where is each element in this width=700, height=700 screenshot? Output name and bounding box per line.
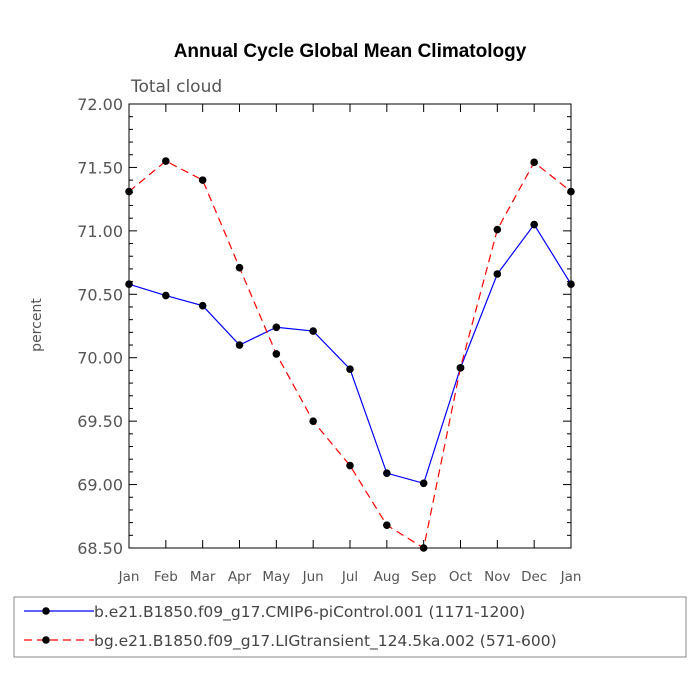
series-1-point: [162, 291, 170, 300]
x-tick-label: Jun: [302, 569, 324, 585]
plot-area: 68.50 69.00 69.50 70.00 70.50 71.00 71.50 72.00…: [77, 95, 581, 585]
x-tick-label: Jan: [560, 569, 582, 585]
y-tick-label: 68.50: [77, 539, 123, 558]
series-1-point: [346, 365, 354, 373]
y-tick-label: 71.50: [77, 158, 123, 177]
x-tick-label: Aug: [374, 569, 400, 585]
chart-subtitle: Total cloud: [130, 77, 222, 97]
legend: b.e21.B1850.f09_g17.CMIP6-piControl.001 …: [13, 596, 687, 658]
series-2-point: [309, 417, 317, 425]
series-1-point: [530, 220, 538, 229]
series-1-line: [128, 223, 572, 485]
series-2-point: [346, 461, 354, 470]
series-1-point: [235, 341, 244, 349]
series-1-point: [309, 327, 317, 335]
y-tick-label: 70.50: [77, 285, 123, 304]
legend-marker-series-2: [42, 636, 50, 644]
x-tick-label: Feb: [154, 569, 178, 585]
x-tick-label: Dec: [521, 569, 547, 585]
series-2-point: [567, 187, 575, 196]
x-tick-label: Jan: [118, 569, 140, 585]
chart-title: Annual Cycle Global Mean Climatology: [174, 41, 527, 62]
series-2-point: [162, 157, 170, 165]
series-2-point: [419, 544, 428, 552]
legend-box: [13, 596, 687, 658]
x-tick-label: Apr: [228, 569, 252, 585]
series-1-point: [198, 301, 207, 310]
series-2-point: [493, 225, 502, 234]
series-2-point: [235, 263, 244, 272]
y-axis-label: percent: [29, 298, 45, 352]
legend-label-series-1: b.e21.B1850.f09_g17.CMIP6-piControl.001 …: [94, 603, 525, 622]
x-tick-label: May: [262, 569, 290, 585]
legend-label-series-2: bg.e21.B1850.f09_g17.LIGtransient_124.5k…: [94, 632, 557, 651]
series-2-line: [128, 160, 572, 549]
series-1-point: [272, 323, 281, 332]
series-2-point: [383, 521, 391, 529]
x-tick-label: Oct: [449, 569, 472, 585]
series-2-point: [530, 158, 538, 167]
series-1-point: [493, 270, 502, 278]
series-2-point: [456, 364, 465, 372]
series-1-point: [125, 280, 133, 288]
series-2-point: [198, 176, 207, 184]
y-tick-label: 71.00: [77, 222, 123, 241]
series-1-point: [567, 280, 575, 288]
series-1-point: [419, 479, 428, 488]
y-tick-label: 72.00: [77, 95, 123, 114]
series-2-point: [125, 187, 133, 196]
plot-frame: [128, 103, 572, 549]
series-2-point: [272, 350, 281, 358]
series-1-point: [383, 469, 391, 477]
x-tick-label: Mar: [190, 569, 216, 585]
y-tick-label: 69.50: [77, 412, 123, 431]
x-tick-label: Sep: [411, 569, 436, 585]
legend-marker-series-1: [42, 607, 50, 615]
y-tick-label: 69.00: [77, 476, 123, 495]
x-tick-label: Jul: [341, 569, 358, 585]
y-tick-label: 70.00: [77, 349, 123, 368]
x-tick-label: Nov: [484, 569, 510, 585]
